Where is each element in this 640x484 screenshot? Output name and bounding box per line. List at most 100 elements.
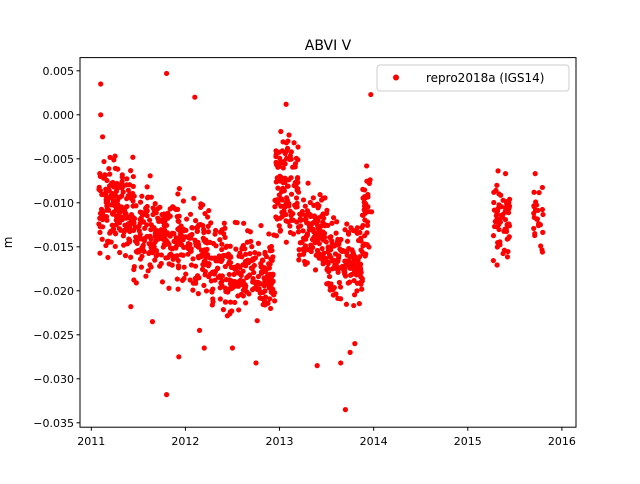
data-point (350, 227, 356, 234)
data-point (260, 257, 266, 264)
data-point (362, 241, 368, 247)
y-tick-label: −0.010 (33, 197, 74, 210)
data-point (241, 220, 247, 226)
data-point (171, 231, 177, 237)
y-tick-label: 0.005 (43, 65, 75, 78)
data-point (227, 260, 234, 266)
data-point (227, 277, 233, 283)
data-point (539, 247, 545, 253)
data-point (246, 259, 252, 266)
data-point (494, 262, 500, 268)
data-point (310, 195, 316, 201)
data-point (288, 213, 294, 219)
x-tick-label: 2016 (548, 435, 576, 448)
data-point (344, 221, 350, 227)
data-point (190, 256, 196, 262)
data-point (330, 292, 336, 298)
y-tick-label: −0.005 (33, 153, 74, 166)
data-point (171, 238, 177, 244)
data-point (250, 279, 256, 285)
data-point (244, 274, 250, 281)
data-point (247, 229, 253, 235)
chart-title: ABVI V (305, 38, 352, 54)
x-tick-label: 2011 (77, 435, 105, 448)
data-point (366, 244, 372, 250)
data-point (283, 218, 289, 224)
legend-marker (393, 74, 399, 81)
data-point (192, 275, 198, 281)
data-point (267, 261, 273, 267)
data-point (165, 254, 171, 261)
data-point (122, 253, 129, 259)
data-point (535, 207, 541, 214)
data-point (107, 154, 113, 160)
data-point (345, 229, 352, 235)
data-point (490, 233, 497, 239)
data-point (273, 151, 279, 157)
data-point (340, 247, 346, 254)
data-point (333, 263, 340, 269)
data-point (227, 311, 233, 317)
data-point (314, 363, 320, 369)
data-point (333, 242, 339, 248)
data-point (219, 273, 225, 279)
data-point (172, 244, 178, 251)
data-point (283, 101, 289, 107)
data-point (354, 261, 360, 267)
data-point (151, 247, 157, 253)
data-point (359, 212, 366, 218)
data-point (105, 254, 111, 261)
data-point (364, 219, 371, 225)
data-points (96, 70, 546, 413)
data-point (121, 242, 127, 248)
data-point (166, 285, 172, 291)
data-point (143, 273, 149, 279)
data-point (305, 246, 311, 253)
y-axis-label: m (1, 237, 15, 249)
data-point (190, 287, 196, 293)
data-point (347, 349, 353, 355)
data-point (220, 307, 227, 313)
data-point (255, 273, 262, 280)
data-point (137, 216, 143, 223)
data-point (343, 301, 350, 307)
data-point (200, 202, 206, 208)
legend-box (376, 64, 570, 92)
data-point (330, 215, 337, 221)
data-point (532, 232, 538, 239)
data-point (299, 239, 305, 245)
data-point (227, 286, 233, 292)
data-point (282, 179, 288, 186)
data-point (326, 273, 333, 280)
data-point (288, 191, 295, 197)
data-point (364, 178, 370, 184)
data-point (150, 205, 156, 211)
data-point (219, 246, 225, 253)
data-point (506, 223, 513, 229)
data-point (158, 260, 164, 267)
data-point (183, 271, 189, 277)
data-point (500, 211, 506, 217)
data-point (189, 225, 196, 231)
data-point (347, 272, 354, 278)
data-point (139, 209, 145, 216)
data-point (296, 247, 302, 253)
x-tick-label: 2013 (266, 435, 294, 448)
data-point (179, 277, 186, 284)
data-point (360, 222, 366, 229)
data-point (283, 149, 289, 155)
data-point (102, 173, 108, 179)
data-point (228, 254, 234, 260)
data-point (502, 217, 509, 223)
data-point (496, 191, 502, 197)
data-point (357, 254, 363, 260)
data-point (494, 244, 500, 250)
data-point (307, 213, 314, 219)
data-point (333, 230, 339, 236)
data-point (205, 229, 212, 235)
data-point (287, 223, 293, 229)
data-point (211, 271, 218, 277)
data-point (538, 243, 544, 249)
data-point (148, 227, 154, 233)
data-point (175, 265, 182, 271)
